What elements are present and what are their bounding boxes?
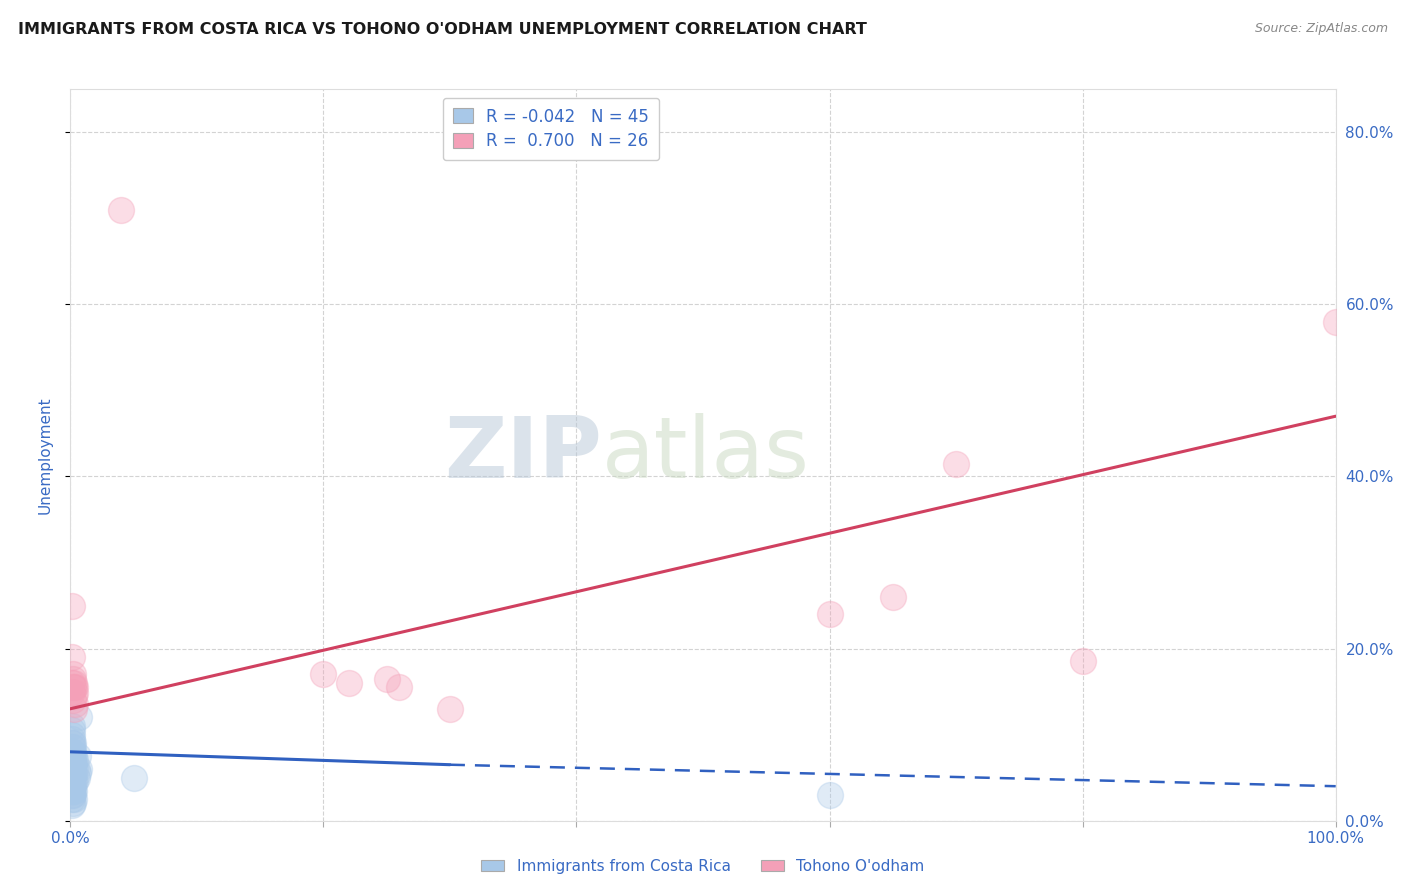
Point	[60, 676, 83, 690]
Point	[63, 749, 86, 764]
Point	[63, 676, 86, 690]
Point	[60, 684, 83, 698]
Point	[65, 680, 87, 694]
Text: Source: ZipAtlas.com: Source: ZipAtlas.com	[1254, 22, 1388, 36]
Point	[388, 680, 411, 694]
Point	[62, 680, 84, 694]
Point	[60, 779, 83, 793]
Point	[60, 792, 83, 806]
Point	[818, 607, 841, 621]
Point	[62, 797, 84, 811]
Point	[1324, 314, 1347, 328]
Point	[818, 788, 841, 802]
Point	[312, 667, 335, 681]
Point	[945, 457, 967, 471]
Point	[62, 749, 84, 764]
Point	[337, 676, 360, 690]
Point	[65, 762, 87, 776]
Point	[60, 736, 83, 750]
Point	[63, 702, 86, 716]
Text: atlas: atlas	[602, 413, 810, 497]
Point	[60, 728, 83, 742]
Legend: R = -0.042   N = 45, R =  0.700   N = 26: R = -0.042 N = 45, R = 0.700 N = 26	[443, 97, 659, 161]
Y-axis label: Unemployment: Unemployment	[37, 396, 52, 514]
Point	[63, 792, 86, 806]
Point	[62, 775, 84, 789]
Point	[63, 783, 86, 797]
Text: IMMIGRANTS FROM COSTA RICA VS TOHONO O'ODHAM UNEMPLOYMENT CORRELATION CHART: IMMIGRANTS FROM COSTA RICA VS TOHONO O'O…	[18, 22, 868, 37]
Point	[63, 757, 86, 772]
Point	[66, 766, 89, 780]
Point	[60, 753, 83, 767]
Point	[66, 749, 89, 764]
Point	[60, 719, 83, 733]
Point	[60, 788, 83, 802]
Point	[60, 740, 83, 755]
Point	[62, 757, 84, 772]
Point	[63, 775, 86, 789]
Point	[65, 762, 87, 776]
Point	[62, 788, 84, 802]
Point	[60, 762, 83, 776]
Point	[62, 736, 84, 750]
Point	[1071, 655, 1094, 669]
Point	[439, 702, 461, 716]
Point	[63, 766, 86, 780]
Point	[62, 672, 84, 686]
Point	[65, 698, 87, 712]
Text: ZIP: ZIP	[444, 413, 602, 497]
Point	[60, 731, 83, 746]
Point	[62, 745, 84, 759]
Legend: Immigrants from Costa Rica, Tohono O'odham: Immigrants from Costa Rica, Tohono O'odh…	[475, 853, 931, 880]
Point	[60, 783, 83, 797]
Point	[62, 779, 84, 793]
Point	[60, 771, 83, 785]
Point	[60, 798, 83, 813]
Point	[65, 753, 87, 767]
Point	[60, 650, 83, 665]
Point	[65, 775, 87, 789]
Point	[65, 686, 87, 700]
Point	[62, 693, 84, 707]
Point	[60, 745, 83, 759]
Point	[62, 753, 84, 767]
Point	[62, 667, 84, 681]
Point	[63, 689, 86, 703]
Point	[67, 762, 90, 776]
Point	[110, 202, 132, 217]
Point	[62, 766, 84, 780]
Point	[67, 710, 90, 724]
Point	[60, 599, 83, 613]
Point	[122, 771, 145, 785]
Point	[65, 771, 87, 785]
Point	[882, 590, 904, 604]
Point	[375, 672, 398, 686]
Point	[63, 680, 86, 694]
Point	[60, 749, 83, 764]
Point	[62, 783, 84, 797]
Point	[62, 740, 84, 755]
Point	[60, 723, 83, 738]
